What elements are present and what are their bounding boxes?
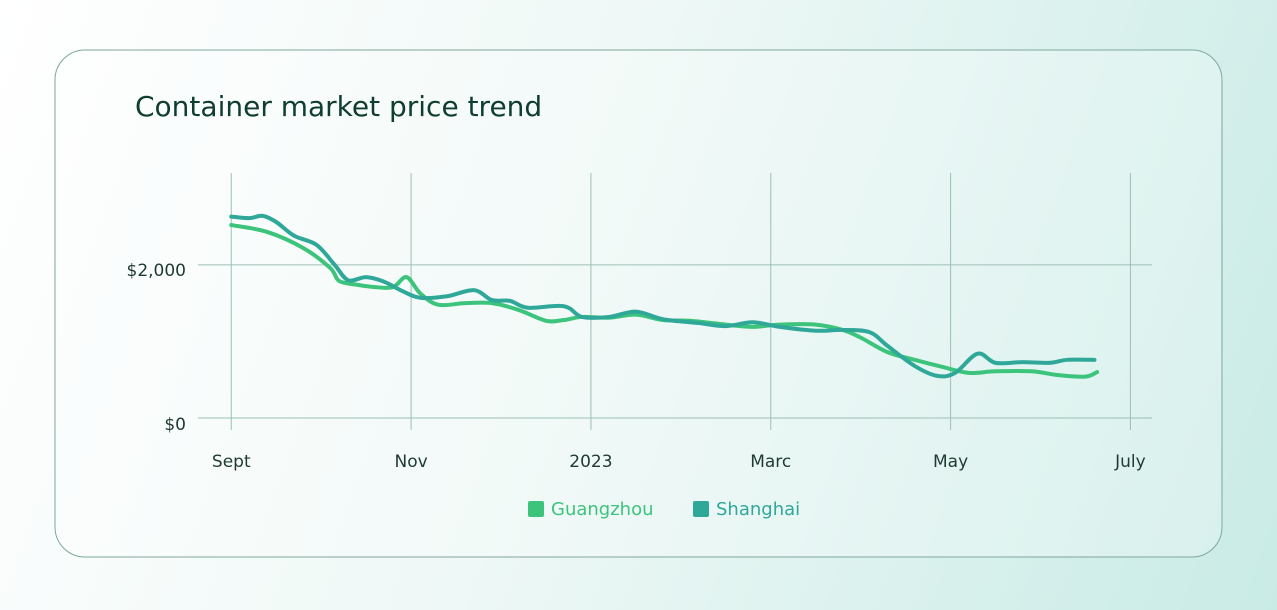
lines <box>229 213 1100 379</box>
line <box>229 213 1097 379</box>
legend: Guangzhou Shanghai <box>528 499 800 520</box>
grid: $0 $2,000 Sept Nov 2023 Marc May July <box>127 173 1152 472</box>
card <box>54 49 1223 558</box>
y-tick-label: $0 <box>164 415 186 435</box>
x-tick-label: 2023 <box>569 452 612 472</box>
line <box>229 223 1100 379</box>
x-tick-label: Marc <box>750 452 791 472</box>
x-tick-label: May <box>933 452 968 472</box>
y-tick-label: $2,000 <box>127 261 186 281</box>
x-tick-label: Nov <box>395 452 428 472</box>
legend-label: Shanghai <box>716 499 800 520</box>
x-tick-label: Sept <box>212 452 251 472</box>
legend-swatch <box>528 501 544 517</box>
legend-label: Guangzhou <box>551 499 654 520</box>
legend-swatch <box>693 501 709 517</box>
x-tick-label: July <box>1114 452 1146 472</box>
chart-title: Container market price trend <box>135 90 542 123</box>
